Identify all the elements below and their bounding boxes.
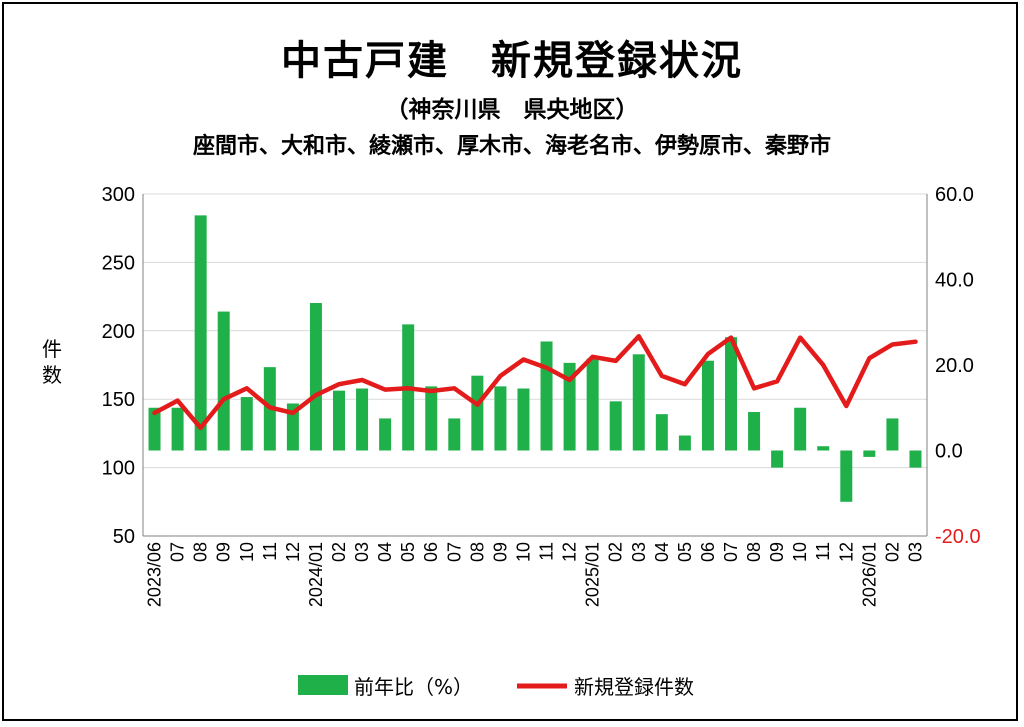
left-axis-title: 件数	[42, 337, 62, 387]
bar-33	[909, 450, 922, 468]
x-label-18: 12	[560, 542, 580, 562]
bar-28	[794, 407, 807, 451]
left-tick-5: 50	[113, 526, 135, 548]
x-label-1: 07	[168, 542, 188, 562]
bar-16	[517, 388, 530, 451]
left-axis-title-char-0: 件	[42, 337, 62, 361]
bar-4	[240, 397, 253, 451]
x-label-32: 02	[882, 542, 902, 562]
x-label-6: 12	[283, 542, 303, 562]
left-tick-0: 300	[102, 184, 135, 206]
left-tick-1: 250	[102, 252, 135, 274]
bar-19	[586, 358, 599, 451]
legend-bar-label: 前年比（%）	[354, 675, 473, 699]
right-tick-4: -20.0	[935, 526, 981, 548]
right-tick-3: 0.0	[935, 441, 963, 463]
x-label-9: 03	[352, 542, 372, 562]
bar-22	[655, 414, 668, 451]
legend: 前年比（%） 新規登録件数	[298, 675, 694, 699]
bar-10	[379, 418, 392, 451]
bar-2	[194, 215, 207, 451]
line-series	[152, 334, 918, 431]
chart-subtitle: （神奈川県 県央地区）	[385, 97, 639, 123]
axes	[142, 194, 928, 537]
right-tick-0: 60.0	[935, 184, 974, 206]
x-label-22: 04	[652, 542, 672, 562]
bar-7	[309, 303, 322, 451]
right-axis-ticks: 60.0 40.0 20.0 0.0 -20.0	[935, 184, 981, 548]
left-tick-4: 100	[102, 458, 135, 480]
bar-0	[148, 407, 161, 451]
x-label-31: 2026/01	[859, 542, 879, 607]
x-label-5: 11	[260, 542, 280, 561]
left-tick-2: 200	[102, 321, 135, 343]
bar-20	[609, 401, 622, 451]
bar-32	[886, 418, 899, 451]
x-label-7: 2024/01	[306, 542, 326, 607]
x-label-15: 09	[490, 542, 510, 562]
area-list: 座間市、大和市、綾瀬市、厚木市、海老名市、伊勢原市、秦野市	[192, 134, 831, 159]
x-label-16: 10	[514, 542, 534, 562]
left-tick-3: 150	[102, 389, 135, 411]
x-label-23: 05	[675, 542, 695, 562]
bar-14	[471, 375, 484, 451]
legend-line-label: 新規登録件数	[574, 675, 694, 699]
x-label-13: 07	[444, 542, 464, 562]
x-label-14: 08	[467, 542, 487, 562]
bar-27	[771, 450, 784, 468]
bar-8	[333, 390, 345, 451]
x-label-26: 08	[744, 542, 764, 562]
x-label-20: 02	[606, 542, 626, 562]
x-label-3: 09	[214, 542, 234, 562]
bar-26	[748, 412, 761, 451]
x-label-28: 10	[790, 542, 810, 562]
bar-24	[701, 360, 714, 451]
chart-title: 中古戸建 新規登録状況	[281, 38, 743, 84]
x-label-27: 09	[767, 542, 787, 562]
bar-29	[817, 446, 830, 451]
bar-9	[356, 388, 369, 451]
bar-13	[448, 418, 461, 451]
x-label-8: 02	[329, 542, 349, 562]
left-axis-title-char-1: 数	[42, 363, 62, 387]
series-line-new-listings	[152, 334, 918, 431]
x-label-11: 05	[398, 542, 418, 562]
x-label-24: 06	[698, 542, 718, 562]
x-label-19: 2025/01	[583, 542, 603, 607]
bar-21	[632, 354, 645, 451]
x-label-33: 03	[906, 542, 926, 562]
legend-bar-swatch	[298, 675, 348, 695]
bar-15	[494, 386, 507, 451]
bar-18	[563, 362, 576, 451]
bar-6	[286, 403, 299, 451]
bar-3	[217, 311, 230, 451]
x-label-4: 10	[237, 542, 257, 562]
x-label-29: 11	[813, 542, 833, 561]
right-tick-1: 40.0	[935, 270, 974, 292]
x-label-17: 11	[537, 542, 557, 561]
bar-31	[863, 450, 876, 457]
x-label-0: 2023/06	[145, 542, 165, 607]
x-label-2: 08	[191, 542, 211, 562]
x-label-21: 03	[629, 542, 649, 562]
left-axis-ticks: 300 250 200 150 100 50	[102, 184, 135, 548]
bar-series	[148, 215, 922, 502]
bar-12	[425, 386, 438, 451]
x-label-25: 07	[721, 542, 741, 562]
x-label-10: 04	[375, 542, 395, 562]
bar-25	[725, 337, 737, 451]
x-label-12: 06	[421, 542, 441, 562]
bar-17	[540, 341, 553, 451]
right-tick-2: 20.0	[935, 355, 974, 377]
bar-30	[840, 450, 853, 502]
bar-23	[678, 435, 691, 451]
x-axis-labels: 2023/06 07 08 09 10 11 12 2024/01 02 03 04 05 06 07 08…	[145, 542, 926, 607]
x-label-30: 12	[836, 542, 856, 562]
bar-1	[171, 407, 184, 451]
